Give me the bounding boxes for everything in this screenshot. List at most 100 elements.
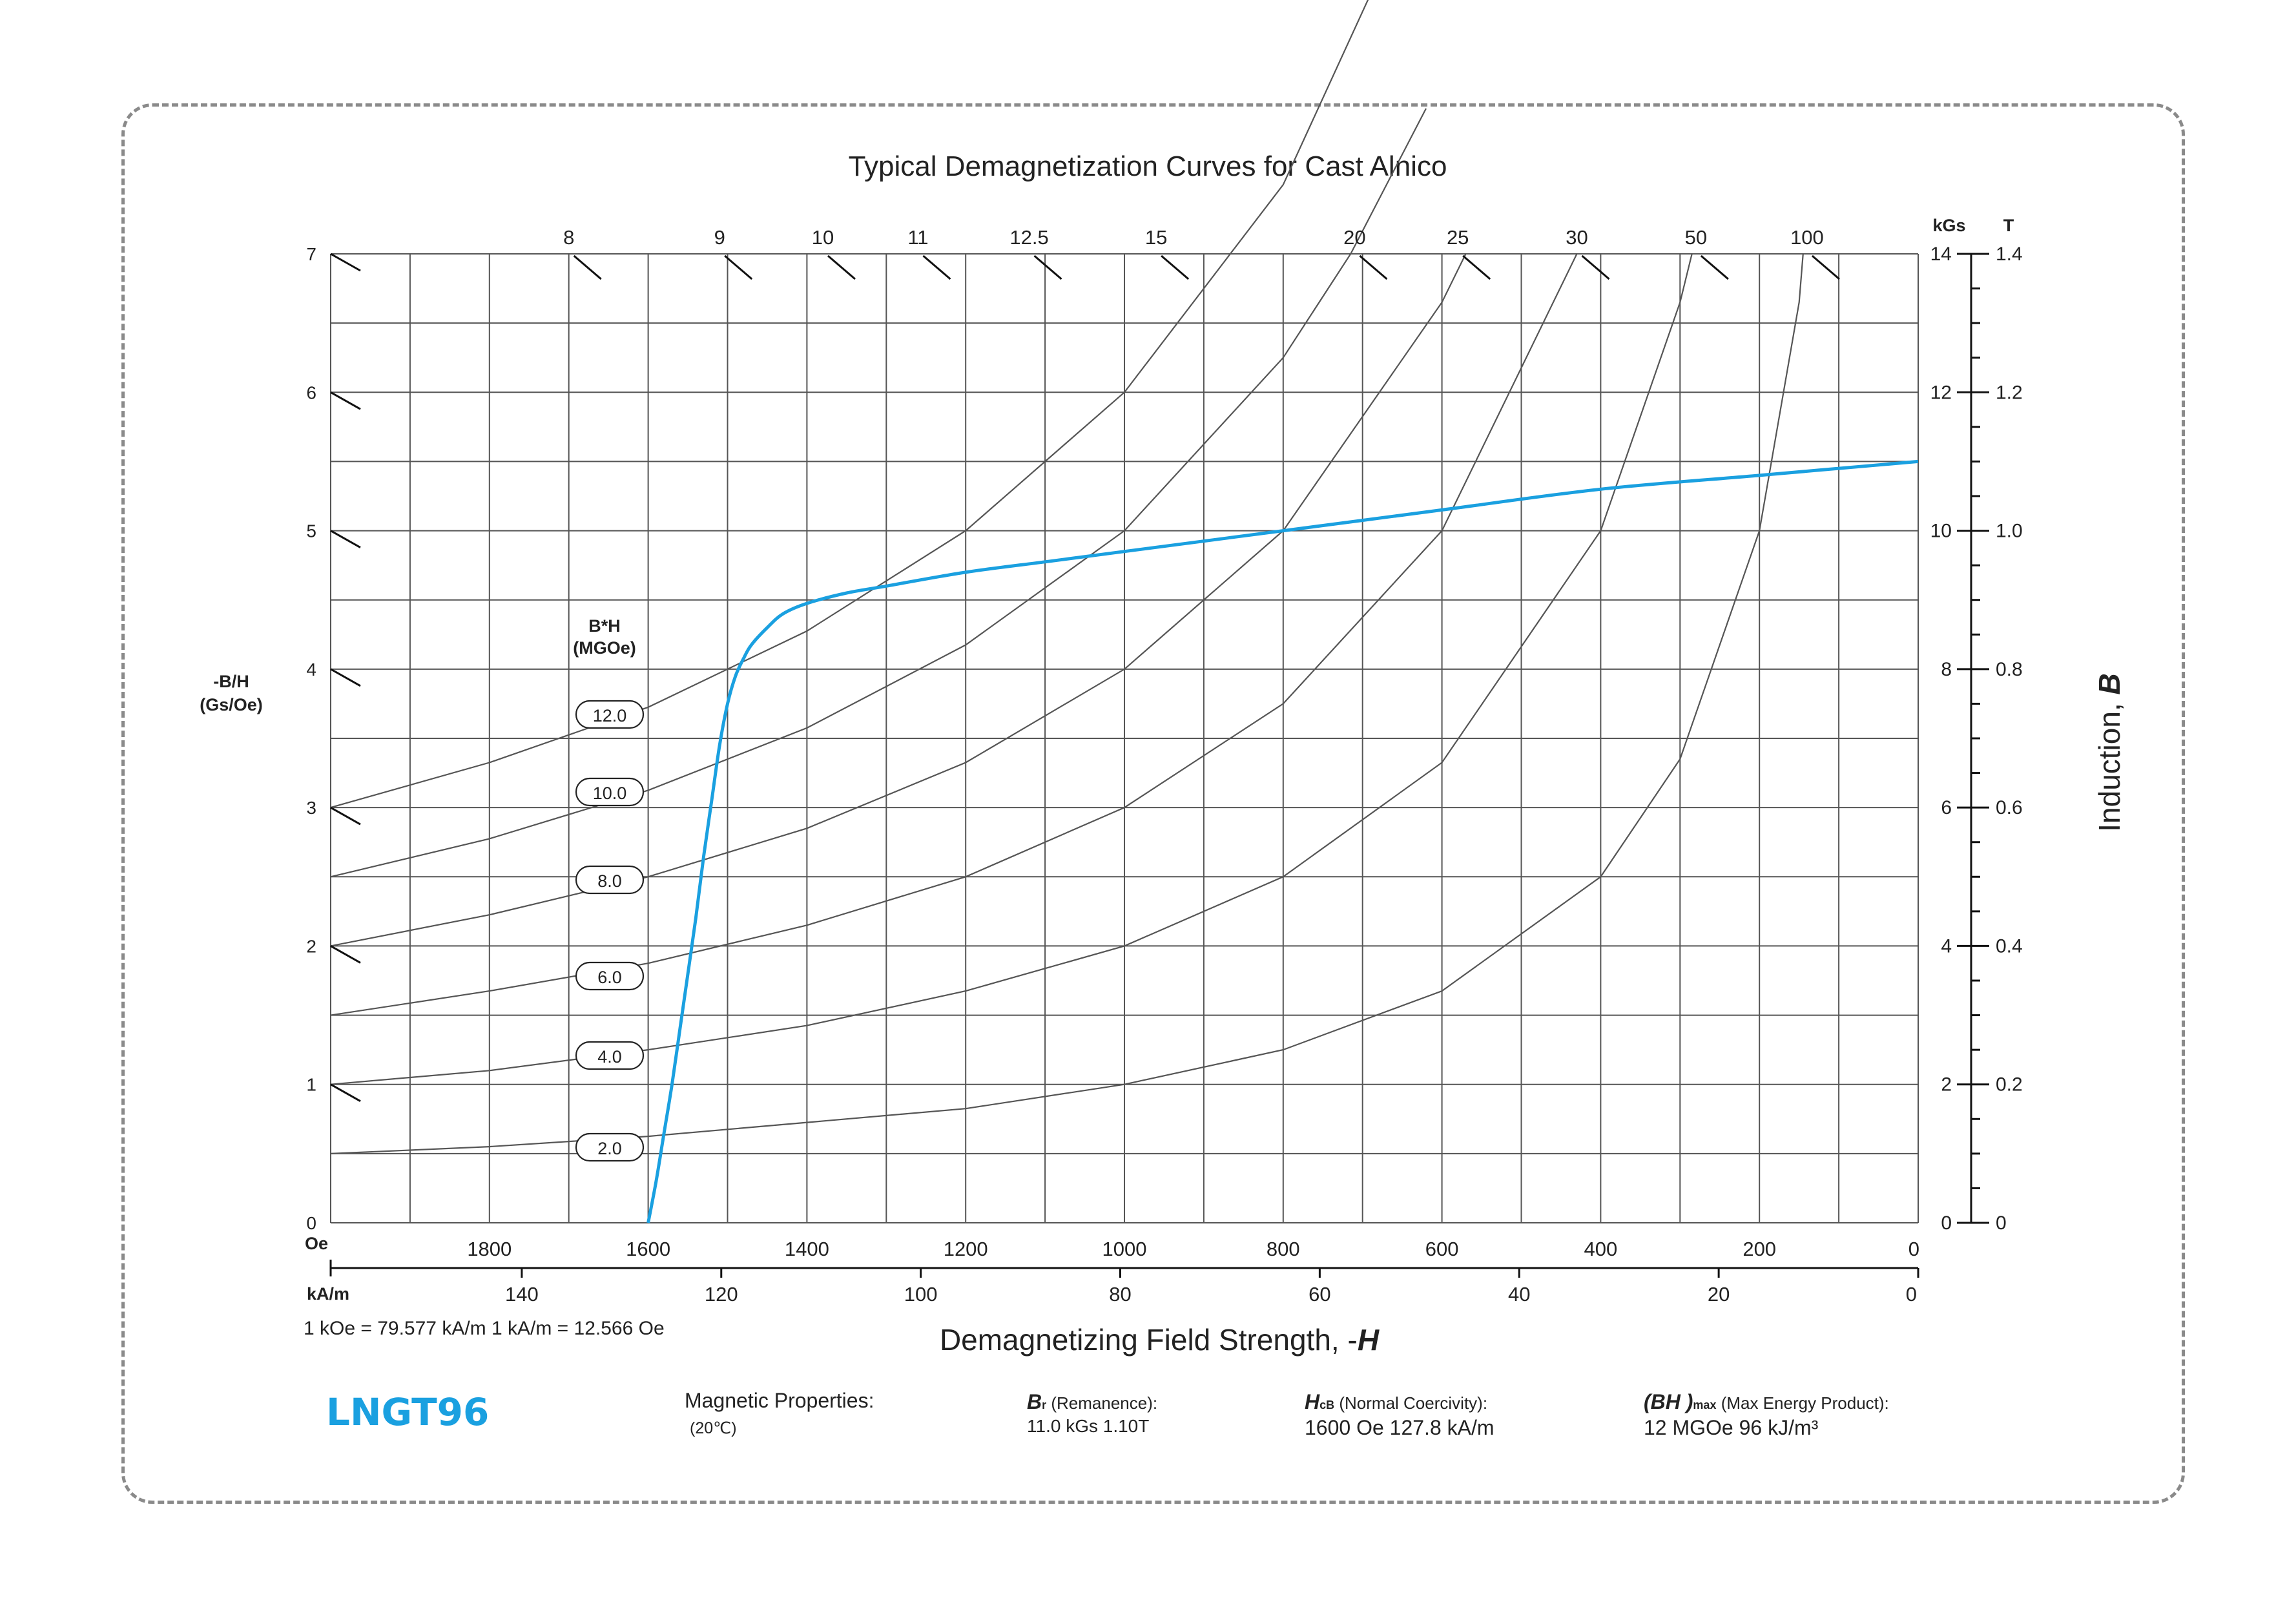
hcb-sub: cB (1319, 1399, 1335, 1411)
y-left-tick-mark (330, 1083, 361, 1103)
bh-label-text: (Max Energy Product): (1721, 1393, 1889, 1413)
energy-label-text: 8.0 (597, 871, 622, 891)
y-left-tick-label: 4 (306, 660, 316, 680)
y-left-tick-mark (330, 391, 361, 410)
x-unit-oe: Oe (305, 1234, 328, 1253)
x-tick-kam: 100 (904, 1283, 938, 1306)
permeance-label: 15 (1145, 226, 1167, 249)
permeance-label: 8 (563, 226, 574, 249)
y-tick-t: 1.2 (1996, 382, 2023, 403)
energy-product-curves (330, 0, 1804, 1154)
energy-label-text: 2.0 (597, 1139, 622, 1158)
bh-value: 12 MGOe 96 kJ/m³ (1644, 1416, 1819, 1439)
properties-temperature: (20℃) (690, 1419, 737, 1437)
energy-curve (330, 253, 1578, 1016)
y-left-tick-mark (330, 253, 361, 272)
y-unit-t: T (2003, 216, 2014, 235)
chart-title: Typical Demagnetization Curves for Cast … (849, 151, 1447, 182)
permeance-label: 9 (714, 226, 725, 249)
x-tick-kam: 140 (505, 1283, 539, 1306)
permeance-mark (724, 255, 753, 280)
x-axis-title-text: Demagnetizing Field Strength, - (940, 1323, 1358, 1357)
energy-label-box (575, 777, 645, 807)
permeance-mark (1462, 255, 1491, 280)
y-left-label-line2: (Gs/Oe) (200, 695, 263, 714)
energy-label-box (575, 1041, 645, 1070)
permeance-label: 20 (1343, 226, 1365, 249)
y-left-tick-mark (330, 806, 361, 826)
hcb-value: 1600 Oe 127.8 kA/m (1305, 1416, 1494, 1439)
permeance-mark (1033, 255, 1062, 280)
x-tick-kam: 0 (1906, 1283, 1917, 1306)
y-left-tick-mark (330, 945, 361, 964)
x-tick-oe: 200 (1743, 1238, 1776, 1260)
y-tick-kgs: 4 (1941, 935, 1952, 957)
energy-label-box (575, 865, 645, 895)
x-unit-kam: kA/m (307, 1284, 349, 1304)
main-series (646, 459, 1919, 1223)
y-left-label-line1: -B/H (213, 672, 249, 691)
x-tick-kam: 80 (1109, 1283, 1131, 1306)
energy-label-box (575, 700, 645, 729)
energy-curve (330, 108, 1427, 878)
y-left-tick-label: 6 (306, 382, 316, 402)
br-label-text: (Remanence): (1051, 1393, 1158, 1413)
y-tick-kgs: 12 (1930, 382, 1952, 403)
y-left-tick-label: 2 (306, 936, 316, 956)
x-tick-kam: 40 (1508, 1283, 1530, 1306)
x-tick-kam: 60 (1308, 1283, 1330, 1306)
bh-sub: max (1693, 1399, 1717, 1411)
y-tick-t: 0 (1996, 1212, 2007, 1234)
y-left-tick-label: 1 (306, 1075, 316, 1095)
bh-label: (BH )max (Max Energy Product): (1644, 1390, 1889, 1414)
y-left-tick-mark (330, 530, 361, 548)
x-axis-title-symbol: H (1358, 1323, 1380, 1357)
x-axis-title: Demagnetizing Field Strength, -H (940, 1323, 1380, 1357)
y-right-axis-title-text: Induction, (2093, 694, 2126, 831)
y-tick-kgs: 2 (1941, 1074, 1952, 1096)
x-tick-oe: 1200 (944, 1238, 988, 1260)
energy-labels: 12.0 10.0 8.0 6.0 4.0 2.0 (575, 700, 645, 1162)
permeance-label: 50 (1685, 226, 1707, 249)
y-tick-t: 0.6 (1996, 797, 2023, 818)
hcb-label-text: (Normal Coercivity): (1339, 1393, 1488, 1413)
grid (330, 253, 1919, 1223)
x-tick-oe: 400 (1584, 1238, 1618, 1260)
permeance-label: 100 (1790, 226, 1824, 249)
br-label: Br (Remanence): (1027, 1390, 1157, 1414)
hcb-label: HcB (Normal Coercivity): (1305, 1390, 1487, 1414)
x-tick-kam: 120 (705, 1283, 738, 1306)
permeance-mark (827, 255, 856, 280)
br-value: 11.0 kGs 1.10T (1027, 1416, 1150, 1436)
y-tick-kgs: 8 (1941, 659, 1952, 680)
x-tick-kam: 20 (1708, 1283, 1730, 1306)
y-tick-kgs: 10 (1930, 521, 1952, 542)
energy-label-text: 12.0 (593, 706, 627, 725)
br-sub: r (1042, 1399, 1047, 1411)
properties-title: Magnetic Properties: (685, 1389, 874, 1412)
hcb-symbol: H (1305, 1390, 1320, 1413)
x-tick-oe: 1400 (785, 1238, 829, 1260)
y-tick-kgs: 0 (1941, 1212, 1952, 1234)
y-tick-t: 0.8 (1996, 659, 2023, 680)
permeance-label: 12.5 (1009, 226, 1048, 249)
y-tick-t: 1.4 (1996, 244, 2023, 265)
y-tick-t: 1.0 (1996, 521, 2023, 542)
permeance-mark (573, 255, 602, 280)
page-frame (121, 103, 2185, 1504)
unit-conversion: 1 kOe = 79.577 kA/m 1 kA/m = 12.566 Oe (304, 1318, 665, 1339)
energy-label-text: 4.0 (597, 1047, 622, 1066)
energy-curve (330, 253, 1804, 1154)
permeance-label: 10 (812, 226, 834, 249)
y-tick-kgs: 14 (1930, 244, 1952, 265)
permeance-label: 11 (907, 226, 928, 249)
grade-name: LNGT96 (326, 1390, 490, 1434)
energy-curve (330, 253, 1467, 947)
permeance-mark (1359, 255, 1388, 280)
y-left-tick-mark (330, 668, 361, 687)
x-tick-oe: 1600 (626, 1238, 670, 1260)
y-tick-t: 0.2 (1996, 1074, 2023, 1096)
br-symbol: B (1027, 1390, 1042, 1413)
